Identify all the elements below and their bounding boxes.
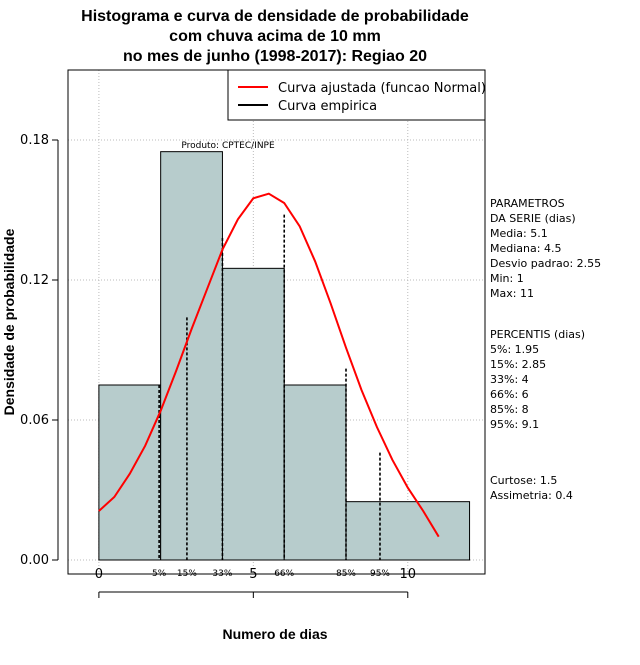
histogram-bar-2: [221, 267, 285, 561]
y-tick-label-1: 0.06: [20, 413, 49, 428]
chart-title-line-1: Histograma e curva de densidade de proba…: [81, 8, 469, 25]
percentiles-line-0: PERCENTIS (dias): [490, 328, 585, 341]
series-params-line-2: Media: 5.1: [490, 227, 548, 240]
percentiles-line-1: 5%: 1.95: [490, 343, 539, 356]
percentiles-line-5: 85%: 8: [490, 403, 529, 416]
legend-label-empirical: Curva empirica: [278, 99, 377, 114]
percentiles-line-6: 95%: 9.1: [490, 418, 539, 431]
series-params-line-5: Min: 1: [490, 272, 524, 285]
series-params-line-1: DA SERIE (dias): [490, 212, 576, 225]
series-params-line-0: PARAMETROS: [490, 197, 565, 210]
percentiles-line-4: 66%: 6: [490, 388, 529, 401]
source-annotation: Produto: CPTEC/INPE: [181, 141, 275, 151]
legend: Curva ajustada (funcao Normal) Curva emp…: [227, 69, 486, 121]
histogram-bar-1: [160, 151, 223, 561]
y-tick-label-0: 0.00: [20, 553, 49, 568]
fitted-curve-layer: [98, 192, 440, 538]
axes-layer: 0 5 10 0.00 0.06 0.12 0.18: [20, 133, 416, 598]
histogram-bars: [98, 151, 471, 561]
x-tick-label-1: 5: [249, 567, 257, 582]
histogram-bar-4: [345, 501, 471, 561]
shape-stats-line-1: Assimetria: 0.4: [490, 489, 573, 502]
histogram-bar-3: [283, 384, 347, 561]
chart-title-line-2: com chuva acima de 10 mm: [169, 28, 381, 45]
shape-stats-line-0: Curtose: 1.5: [490, 474, 557, 487]
y-tick-label-3: 0.18: [20, 133, 49, 148]
legend-box: [227, 69, 486, 121]
series-params-line-6: Max: 11: [490, 287, 534, 300]
percentiles-line-3: 33%: 4: [490, 373, 529, 386]
x-tick-label-2: 10: [400, 567, 417, 582]
chart-title-line-3: no mes de junho (1998-2017): Regiao 20: [123, 48, 427, 65]
fitted-normal-curve: [98, 192, 440, 538]
y-axis-title: Densidade de probabilidade: [1, 228, 17, 415]
side-panel: PARAMETROS DA SERIE (dias) Media: 5.1 Med…: [490, 197, 601, 502]
series-params-line-3: Mediana: 4.5: [490, 242, 561, 255]
series-params-line-4: Desvio padrao: 2.55: [490, 257, 601, 270]
legend-label-fitted: Curva ajustada (funcao Normal): [278, 81, 486, 96]
percentiles-line-2: 15%: 2.85: [490, 358, 546, 371]
x-tick-label-0: 0: [95, 567, 103, 582]
x-axis-title: Numero de dias: [222, 626, 327, 642]
y-tick-label-2: 0.12: [20, 273, 49, 288]
